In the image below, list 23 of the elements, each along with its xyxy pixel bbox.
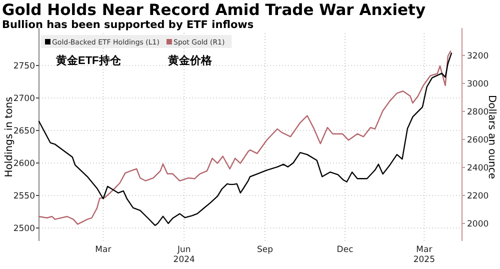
- x-tick-label: Mar: [95, 245, 112, 255]
- y-axis-title: Holdings in tons: [4, 96, 15, 178]
- y-tick-label: 2550: [13, 192, 35, 202]
- y-tick-label: 2500: [13, 224, 35, 234]
- x-tick-label: Mar 2025: [413, 245, 436, 265]
- title: Gold Holds Near Record Amid Trade War Anxiety: [2, 1, 426, 19]
- y2-tick-label: 2200: [467, 191, 489, 202]
- x-tick-label: Sep: [256, 245, 274, 255]
- y2-tick-label: 2000: [467, 219, 489, 230]
- x-tick-label: Dec: [336, 245, 354, 255]
- y2-tick-label: 2400: [467, 163, 489, 174]
- y2-tick-label: 2600: [467, 135, 489, 146]
- annotation: 黄金ETF持仓: [56, 55, 121, 67]
- y2-tick-label: 3000: [467, 79, 489, 90]
- y2-tick-label: 3200: [467, 51, 489, 62]
- y-tick-label: 2700: [13, 94, 35, 104]
- annotation: 黄金价格: [168, 55, 212, 67]
- x-tick-label: Jun 2024: [173, 245, 195, 265]
- subtitle: Bullion has been supported by ETF inflows: [2, 19, 254, 31]
- y-tick-label: 2750: [13, 62, 35, 72]
- y-tick-label: 2650: [13, 126, 35, 136]
- y2-tick-label: 2800: [467, 107, 489, 118]
- y-tick-label: 2600: [13, 159, 35, 169]
